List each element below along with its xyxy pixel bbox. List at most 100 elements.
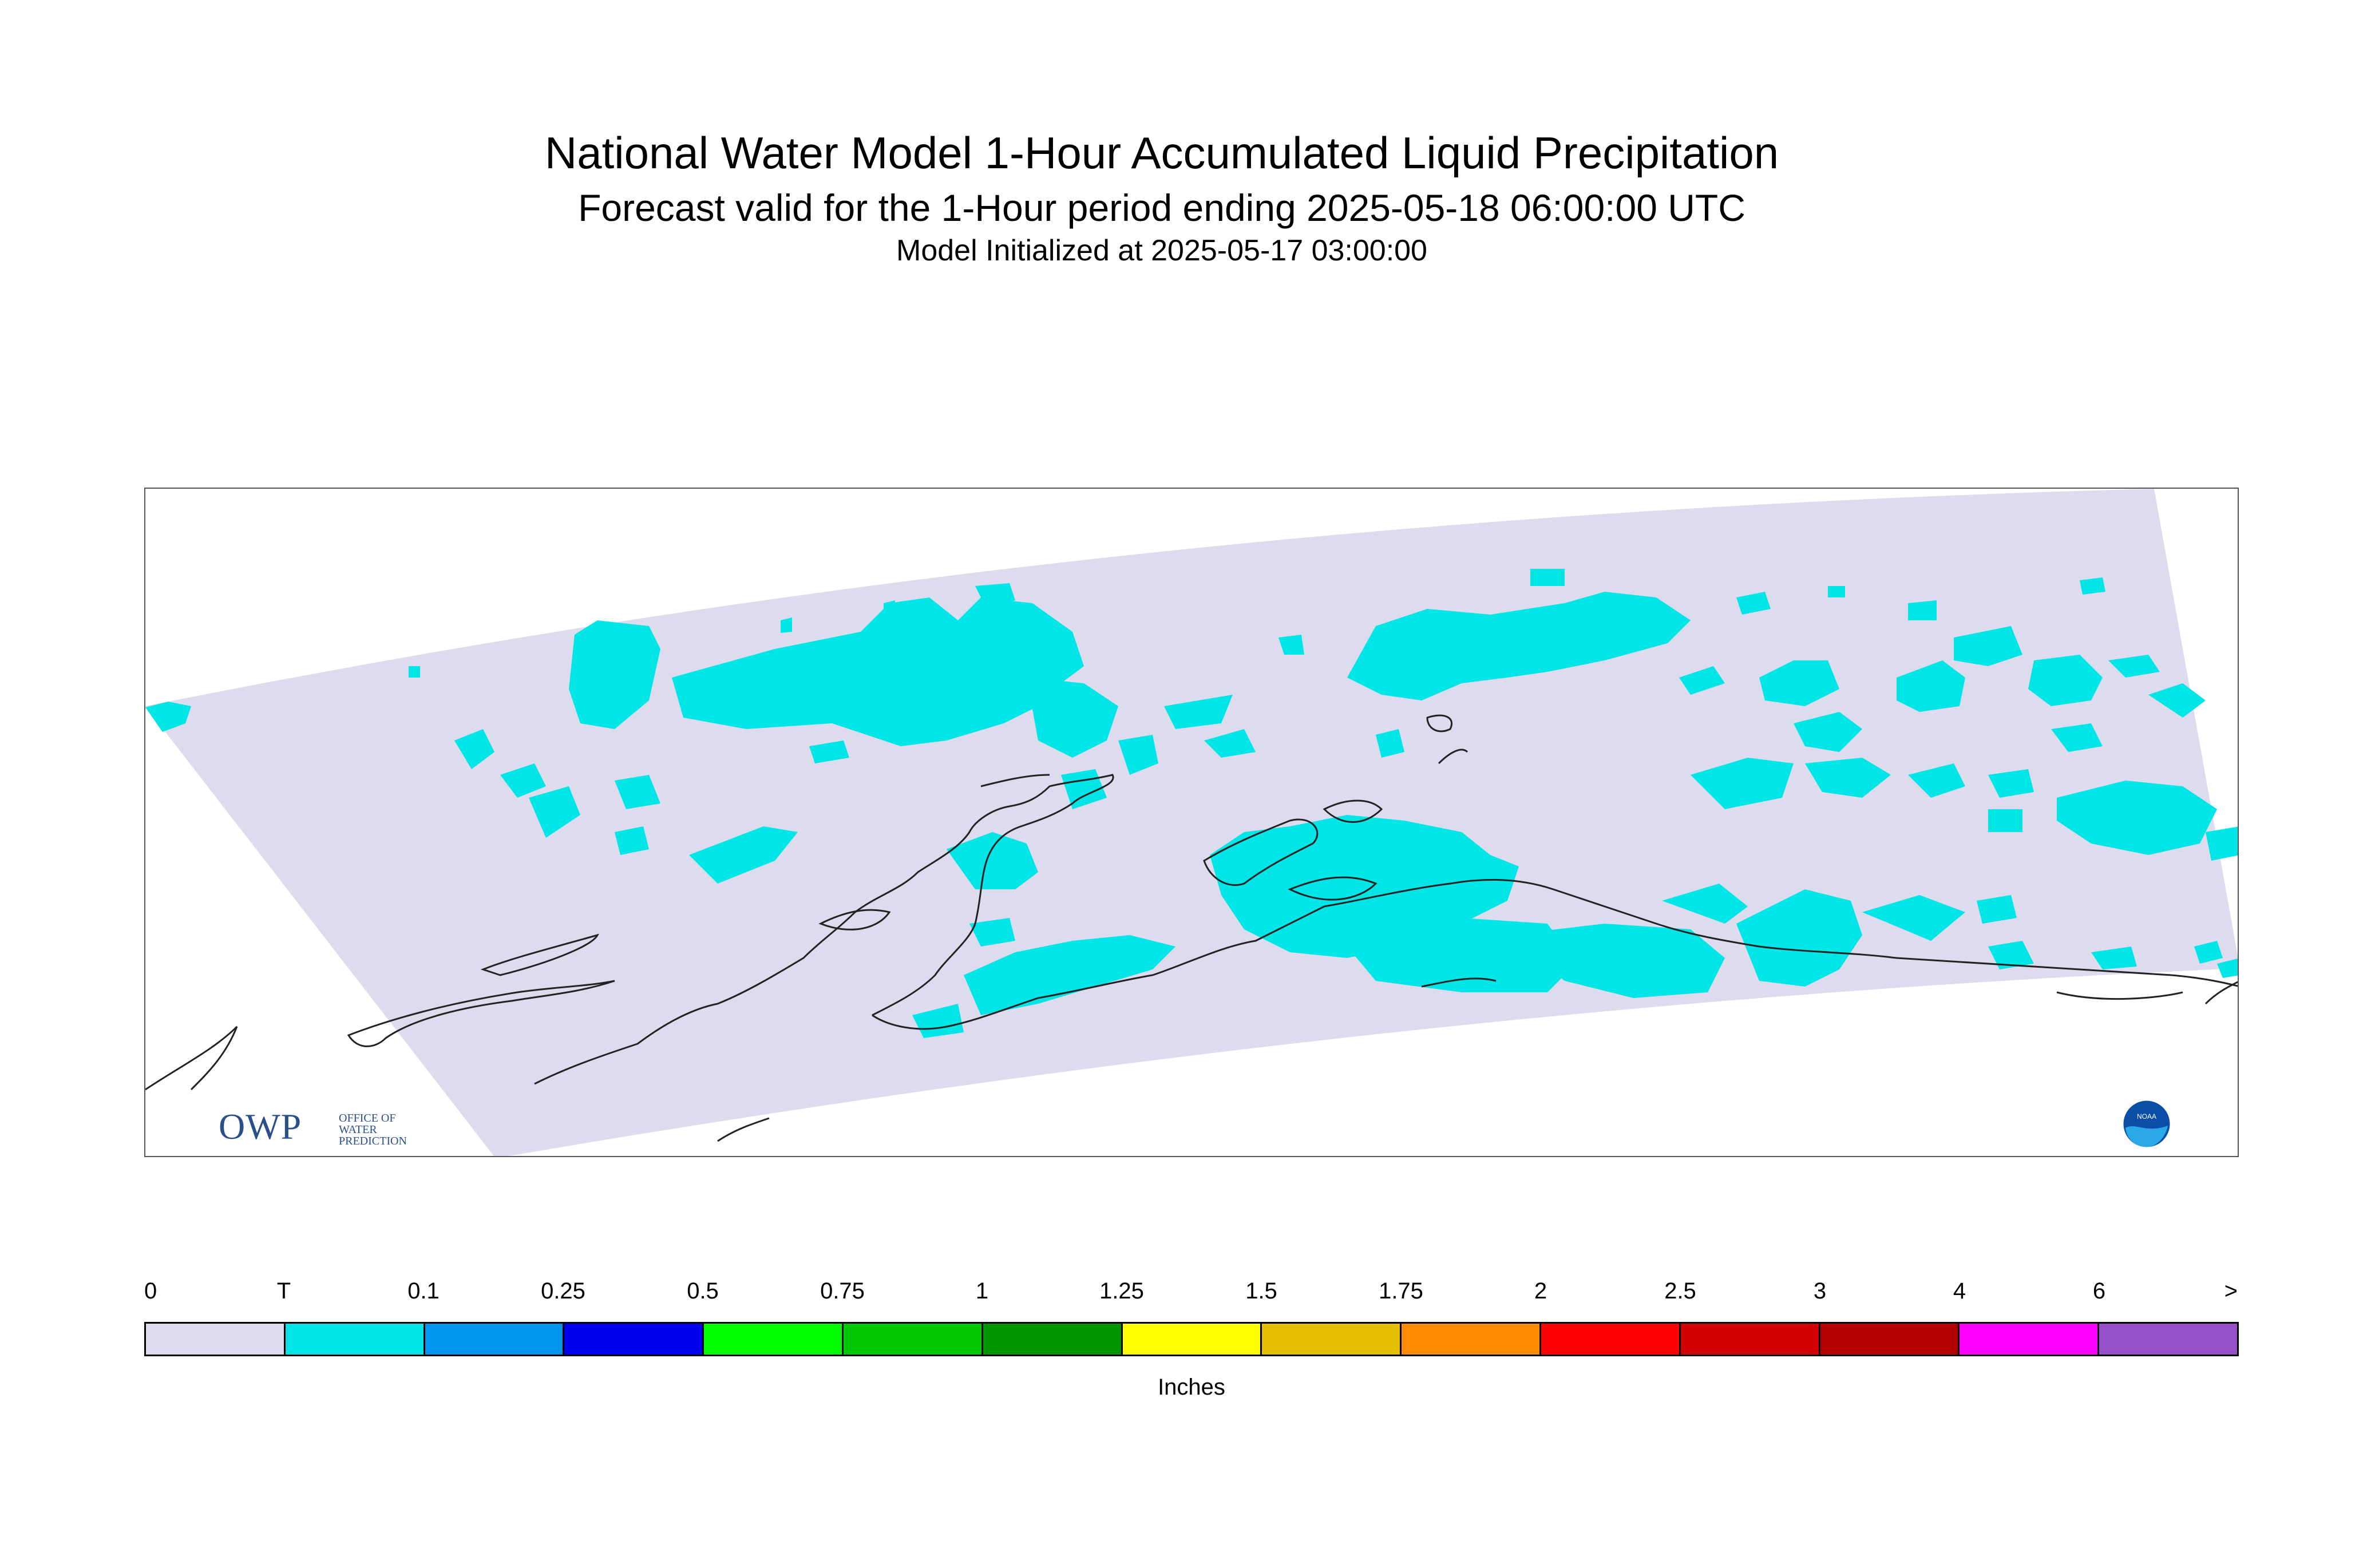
precip-area [1759,660,1839,706]
precip-area [2206,826,2238,861]
precip-area [2028,655,2103,706]
precip-area [964,935,1175,1015]
legend-swatch [564,1324,704,1355]
precip-area [1977,895,2017,924]
legend-swatch [285,1324,425,1355]
legend-swatch [2099,1324,2237,1355]
owp-logo-text: OWP [219,1106,302,1147]
precip-area [975,583,1015,609]
coastline [2056,991,2183,1000]
precip-area [969,918,1015,947]
legend-swatch [1680,1324,1820,1355]
precip-area [1954,626,2022,666]
precip-area [1828,586,1845,597]
precip-area [1988,941,2034,969]
legend-swatch [843,1324,983,1355]
precip-area [1897,660,1965,712]
legend-swatch [1262,1324,1402,1355]
forecast-valid-subtitle: Forecast valid for the 1-Hour period end… [578,187,1745,229]
coastline [480,933,599,976]
legend-swatch [983,1324,1123,1355]
precip-area [1679,666,1725,695]
precip-area [1691,758,1794,809]
precip-area [1805,758,1891,798]
coastline [1421,977,1497,988]
precip-areas [145,569,2238,1038]
model-domain [145,489,2238,1156]
precip-area [689,826,798,884]
legend-swatch [1541,1324,1681,1355]
legend-tick-label: 4 [1953,1278,1966,1304]
precip-area [1278,635,1304,655]
precip-area [1908,763,1965,798]
coastline [818,909,891,930]
coastline [2204,981,2238,1005]
precip-area [809,741,849,763]
precip-area [1988,769,2034,798]
legend-swatch [146,1324,286,1355]
precip-area [1204,729,1256,758]
precip-area [1027,678,1118,758]
owp-logo: OWP OFFICE OF WATER PREDICTION [219,1106,436,1147]
precip-area [1164,695,1233,729]
owp-logo-subtext: PREDICTION [339,1135,407,1147]
precip-area [1794,712,1862,752]
precip-area [1908,600,1937,620]
owp-logo-subtext: WATER [339,1123,377,1136]
precip-area [1507,924,1725,998]
precip-area [1662,884,1748,924]
precip-area [672,597,1084,746]
coastline [1288,876,1378,901]
precip-area [1736,592,1771,615]
coastline [534,774,1114,1085]
legend-colorbar [144,1322,2239,1356]
legend-tick-label: 1.25 [1099,1278,1144,1304]
precip-area [569,620,660,729]
legend-swatch [1820,1324,1960,1355]
legend-tick-label: 2.5 [1664,1278,1696,1304]
legend-tick-label: 6 [2092,1278,2106,1304]
precip-area [2148,683,2206,718]
precip-area [1530,569,1565,586]
precip-area [145,702,191,732]
legend-tick-label: > [2224,1278,2238,1304]
precip-area [2080,577,2105,595]
precip-area [454,729,494,769]
legend-tick-label: 1.75 [1379,1278,1423,1304]
coastline [980,774,1050,787]
noaa-logo-text: NOAA [2137,1112,2156,1120]
precip-area [1376,729,1404,758]
precip-area [1988,809,2022,832]
precip-area [615,826,649,855]
precip-area [615,775,660,809]
coastline [145,1025,238,1091]
precipitation-map [145,489,2238,1156]
precip-area [1210,815,1519,958]
precip-area [500,763,546,798]
precip-area [2057,781,2217,855]
legend-swatch [1402,1324,1541,1355]
legend-swatch [425,1324,565,1355]
precip-area [2108,655,2160,678]
legend-swatch [704,1324,844,1355]
precip-area [2091,947,2137,969]
map-frame: OWP OFFICE OF WATER PREDICTION NOAA [144,488,2239,1157]
noaa-logo: NOAA [2121,1099,2172,1149]
coastline [872,878,2238,1030]
model-init-label: Model Initialized at 2025-05-17 03:00:00 [896,234,1427,267]
legend-tick-label: T [276,1278,291,1304]
precip-area [409,666,420,678]
legend-tick-label: 0.1 [407,1278,440,1304]
legend-tick-label: 1.5 [1245,1278,1277,1304]
legend-tick-label: 1 [975,1278,989,1304]
coastline [1426,714,1452,732]
legend-swatch [1122,1324,1262,1355]
legend-tick-label: 0.75 [820,1278,865,1304]
legend-swatch [1960,1324,2100,1355]
coastline [717,1117,770,1142]
precip-area [947,832,1038,889]
coastline [1203,818,1319,886]
precip-area [1347,592,1691,700]
map-title: National Water Model 1-Hour Accumulated … [544,128,1779,178]
legend-tick-label: 0.5 [687,1278,719,1304]
